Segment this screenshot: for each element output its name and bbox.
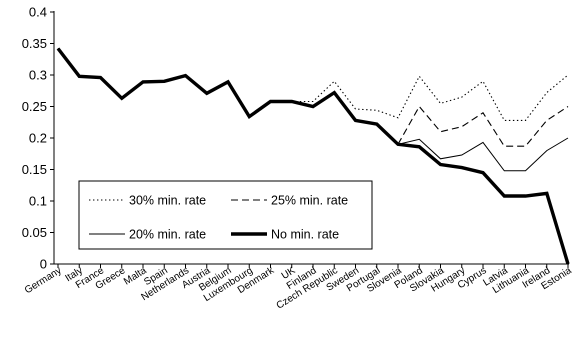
y-axis-ticks: 0 0.05 0.1 0.15 0.2 0.25 0.3 0.35 0.4 xyxy=(22,5,54,272)
legend-box xyxy=(78,180,373,250)
series-line-thick xyxy=(56,47,570,265)
y-tick-label: 0.05 xyxy=(22,225,47,240)
y-tick-label: 0.2 xyxy=(29,131,47,146)
legend: 30% min. rate 25% min. rate 20% min. rate N… xyxy=(78,180,373,250)
legend-label: 20% min. rate xyxy=(129,228,206,242)
series-line-thin xyxy=(57,48,569,172)
series-line-dotted xyxy=(57,48,569,121)
series-lines xyxy=(56,47,570,265)
y-tick-label: 0.3 xyxy=(29,68,47,83)
x-axis-ticks: Germany ItalyFranceGreeceMaltaSpainNether… xyxy=(23,264,574,312)
y-tick-label: 0.35 xyxy=(22,36,47,51)
legend-label: 25% min. rate xyxy=(271,194,348,208)
y-tick-label: 0.15 xyxy=(22,162,47,177)
y-tick-label: 0 xyxy=(40,257,47,272)
y-tick-label: 0.4 xyxy=(29,5,47,20)
legend-label: No min. rate xyxy=(271,228,339,242)
y-tick-label: 0.25 xyxy=(22,99,47,114)
y-tick-label: 0.1 xyxy=(29,194,47,209)
legend-label: 30% min. rate xyxy=(129,194,206,208)
